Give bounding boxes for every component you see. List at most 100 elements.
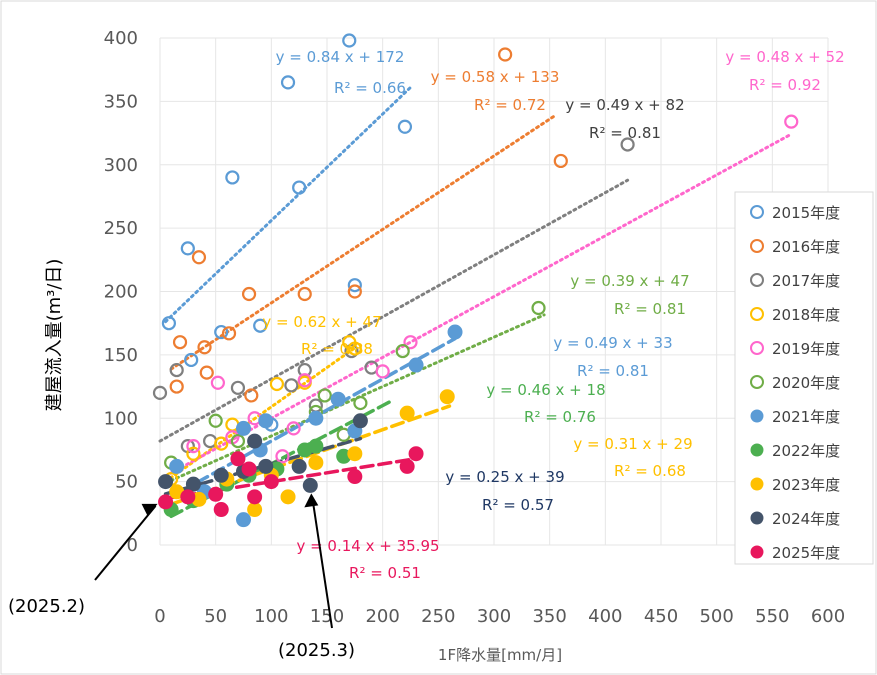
data-point <box>244 388 259 403</box>
data-point <box>199 365 214 380</box>
data-point <box>158 494 174 510</box>
data-point <box>213 467 229 483</box>
data-point <box>180 241 195 256</box>
annotation-2025-2: (2025.2) <box>8 596 85 617</box>
data-point <box>352 413 368 429</box>
legend-marker <box>750 477 764 491</box>
trendline <box>169 113 557 371</box>
data-point <box>214 436 229 451</box>
data-point <box>247 502 263 518</box>
annotations: (2025.2) (2025.3) <box>8 493 355 661</box>
data-point <box>280 75 296 90</box>
y-tick-label: 350 <box>104 91 138 112</box>
legend-label: 2015年度 <box>772 204 840 222</box>
x-tick-label: 300 <box>477 606 511 627</box>
legend-label: 2016年度 <box>772 238 840 256</box>
data-point <box>185 476 201 492</box>
y-tick-label: 300 <box>104 155 138 176</box>
data-point <box>291 458 307 474</box>
trend-equation: y = 0.62 x + 47 <box>262 313 381 331</box>
y-tick-label: 50 <box>115 472 138 493</box>
trend-equations: y = 0.84 x + 172 R² = 0.66 y = 0.58 x + 13… <box>262 48 844 582</box>
legend-marker <box>750 307 764 321</box>
grid <box>159 37 829 546</box>
data-point <box>169 379 184 394</box>
legend-label: 2017年度 <box>772 272 840 290</box>
legend-marker <box>750 409 764 423</box>
trend-equation: y = 0.48 x + 52 <box>725 48 844 66</box>
data-point <box>408 446 424 462</box>
annotation-2025-3: (2025.3) <box>278 640 355 661</box>
y-tick-label: 150 <box>104 345 138 366</box>
data-point <box>247 489 263 505</box>
data-point <box>230 380 246 395</box>
trend-r2: R² = 0.92 <box>749 76 821 94</box>
data-point <box>553 153 568 169</box>
data-point <box>161 316 177 331</box>
trend-equation: y = 0.58 x + 133 <box>431 68 560 86</box>
data-point <box>375 364 390 379</box>
trend-equation: y = 0.31 x + 29 <box>573 435 692 453</box>
data-point <box>292 180 307 195</box>
legend-label: 2025年度 <box>772 544 840 562</box>
trend-r2: R² = 0.88 <box>301 340 373 358</box>
data-point <box>275 449 290 464</box>
data-point <box>169 362 184 378</box>
x-tick-label: 350 <box>532 606 566 627</box>
trend-equation: y = 0.39 x + 47 <box>570 272 689 290</box>
data-point <box>210 375 225 390</box>
data-point <box>297 373 312 388</box>
trend-equation: y = 0.14 x + 35.95 <box>296 537 439 555</box>
data-point <box>214 324 229 340</box>
trend-equation: y = 0.49 x + 82 <box>565 96 684 114</box>
data-point <box>344 343 359 359</box>
trend-r2: R² = 0.81 <box>577 362 649 380</box>
y-axis-title: 建屋流入量(m³/日) <box>44 259 65 412</box>
data-point <box>152 385 168 400</box>
x-tick-label: 400 <box>588 606 622 627</box>
trendline <box>164 133 791 478</box>
legend-marker <box>750 545 764 559</box>
x-tick-label: 150 <box>310 606 344 627</box>
data-point <box>439 389 455 405</box>
data-point <box>280 489 296 505</box>
data-point <box>342 33 357 48</box>
legend-marker <box>750 341 764 355</box>
data-point <box>347 284 362 299</box>
data-point <box>230 433 246 449</box>
trend-r2: R² = 0.66 <box>334 79 406 97</box>
data-point <box>172 335 188 350</box>
x-tick-label: 600 <box>811 606 845 627</box>
trend-equation: y = 0.84 x + 172 <box>276 48 405 66</box>
data-point <box>302 477 318 493</box>
data-point <box>241 286 257 302</box>
data-point <box>284 378 299 393</box>
data-point <box>286 421 301 436</box>
trend-r2: R² = 0.68 <box>614 462 686 480</box>
trend-r2: R² = 0.51 <box>349 564 421 582</box>
data-point <box>180 489 196 505</box>
data-point <box>498 47 513 62</box>
data-point <box>317 388 332 403</box>
data-point <box>203 433 218 449</box>
data-point <box>395 343 410 359</box>
data-point <box>269 376 284 392</box>
y-tick-label: 200 <box>104 282 138 303</box>
data-point <box>308 410 324 426</box>
data-point <box>347 446 363 462</box>
data-point <box>620 137 635 152</box>
data-point <box>330 391 346 407</box>
annotation-arrow <box>311 497 333 629</box>
data-point <box>347 278 362 293</box>
annotation-arrow <box>94 505 157 581</box>
data-point <box>347 469 363 485</box>
data-point <box>308 455 324 471</box>
x-tick-label: 0 <box>154 606 165 627</box>
legend: 2015年度 2016年度 2017年度 2018年度 2019年度 2020年度 2021… <box>734 191 874 565</box>
annotation-arrowhead <box>141 503 158 516</box>
data-point <box>297 286 312 302</box>
data-points <box>152 33 799 528</box>
legend-label: 2020年度 <box>772 374 840 392</box>
data-point <box>230 451 246 467</box>
